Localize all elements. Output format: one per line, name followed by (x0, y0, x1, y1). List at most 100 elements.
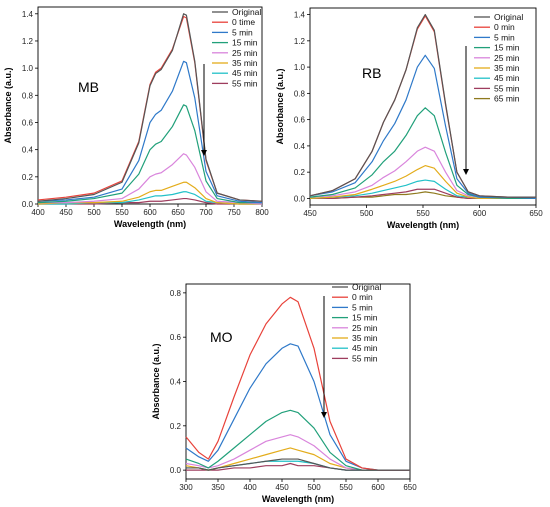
y-tick-label: 0.0 (294, 194, 306, 203)
x-tick-label: 750 (227, 208, 241, 217)
legend-label: 15 min (494, 43, 520, 53)
legend-label: 25 min (352, 323, 378, 333)
x-tick-label: 700 (199, 208, 213, 217)
legend-label: 0 min (352, 292, 373, 302)
y-tick-label: 1.0 (294, 63, 306, 72)
series-line (37, 13, 263, 202)
legend-label: 35 min (494, 63, 520, 73)
y-tick-label: 0.6 (294, 116, 306, 125)
series-line (310, 188, 536, 200)
y-tick-label: 0.0 (22, 200, 34, 209)
y-tick-label: 0.4 (22, 146, 34, 155)
legend-label: 15 min (352, 313, 378, 323)
legend-label: 65 min (494, 94, 520, 104)
x-tick-label: 450 (59, 208, 73, 217)
series-line (309, 146, 536, 200)
y-tick-label: 0.6 (170, 333, 182, 342)
y-axis-label: Absorbance (a.u.) (3, 67, 13, 143)
y-tick-label: 1.0 (22, 64, 34, 73)
chart-mo: 300 350 400 450 500 550 600 650 0.0 0.2 0.4 0.6 0.8 W… (151, 282, 417, 504)
y-axis-label: Absorbance (a.u.) (151, 343, 161, 419)
x-axis-label: Wavelength (nm) (262, 494, 334, 504)
x-tick-label: 650 (529, 209, 543, 218)
legend-label: Original (232, 7, 261, 17)
series-line (185, 343, 410, 471)
plot-frame (37, 6, 263, 205)
y-axis-label: Absorbance (a.u.) (275, 68, 285, 144)
y-tick-label: 0.0 (170, 466, 182, 475)
curves (185, 296, 410, 471)
y-tick-label: 0.8 (294, 89, 306, 98)
series-line (185, 434, 410, 471)
series-line (38, 191, 262, 205)
y-tick-label: 1.4 (22, 10, 34, 19)
sample-label: RB (362, 65, 381, 81)
series-line (38, 197, 262, 205)
series-line (309, 107, 536, 200)
legend-label: 45 min (352, 343, 378, 353)
x-axis-label: Wavelength (nm) (114, 219, 186, 229)
legend-label: 5 min (494, 32, 515, 42)
y-tick-label: 0.6 (22, 118, 34, 127)
y-tick-label: 0.8 (170, 289, 182, 298)
legend-label: Original (494, 12, 523, 22)
x-tick-label: 600 (473, 209, 487, 218)
legend-label: 45 min (494, 73, 520, 83)
y-tick-label: 0.2 (294, 168, 306, 177)
x-tick-label: 550 (115, 208, 129, 217)
x-tick-label: 550 (339, 483, 353, 492)
series-line (185, 296, 410, 471)
y-tick-label: 1.4 (294, 11, 306, 20)
x-tick-label: 400 (243, 483, 257, 492)
y-tick-label: 0.2 (22, 173, 34, 182)
series-line (37, 15, 263, 202)
y-tick-label: 0.4 (170, 378, 182, 387)
series-line (309, 165, 536, 200)
legend-label: 55 min (232, 78, 258, 88)
x-tick-label: 500 (307, 483, 321, 492)
x-axis-label: Wavelength (nm) (387, 220, 459, 230)
x-tick-label: 650 (403, 483, 417, 492)
legend-label: 5 min (232, 27, 253, 37)
x-tick-label: 550 (416, 209, 430, 218)
chart-mb: 400 450 500 550 600 650 700 750 800 0.0 0.2 0.4 0.6 0… (3, 6, 269, 229)
series-line (309, 13, 536, 198)
legend-label: 35 min (352, 333, 378, 343)
legend-label: 5 min (352, 302, 373, 312)
curves (309, 13, 537, 200)
legend-label: 0 time (232, 17, 255, 27)
series-line (38, 153, 263, 205)
chart-rb: 450 500 550 600 650 0.0 0.2 0.4 0.6 0.8 1.0 1.2 1.4 W… (275, 7, 543, 230)
series-line (37, 181, 262, 205)
y-tick-label: 1.2 (22, 37, 34, 46)
trend-arrow-head (463, 169, 469, 175)
series-line (309, 54, 537, 200)
x-tick-label: 450 (275, 483, 289, 492)
sample-label: MB (78, 79, 99, 95)
series-line (37, 60, 263, 204)
series-line (37, 104, 262, 204)
x-tick-label: 400 (31, 208, 45, 217)
legend-label: 15 min (232, 38, 258, 48)
trend-arrow-head (201, 150, 207, 156)
legend-label: 35 min (232, 58, 258, 68)
legend-label: 0 min (494, 22, 515, 32)
curves (37, 13, 263, 205)
legend-label: Original (352, 282, 381, 292)
x-tick-label: 600 (371, 483, 385, 492)
x-tick-label: 450 (303, 209, 317, 218)
x-tick-label: 600 (143, 208, 157, 217)
legend-label: 25 min (494, 53, 520, 63)
series-line (185, 409, 410, 471)
y-tick-label: 1.2 (294, 37, 306, 46)
y-tick-label: 0.4 (294, 142, 306, 151)
x-tick-label: 650 (171, 208, 185, 217)
sample-label: MO (210, 329, 233, 345)
x-tick-label: 300 (179, 483, 193, 492)
x-tick-label: 350 (211, 483, 225, 492)
x-tick-label: 500 (87, 208, 101, 217)
